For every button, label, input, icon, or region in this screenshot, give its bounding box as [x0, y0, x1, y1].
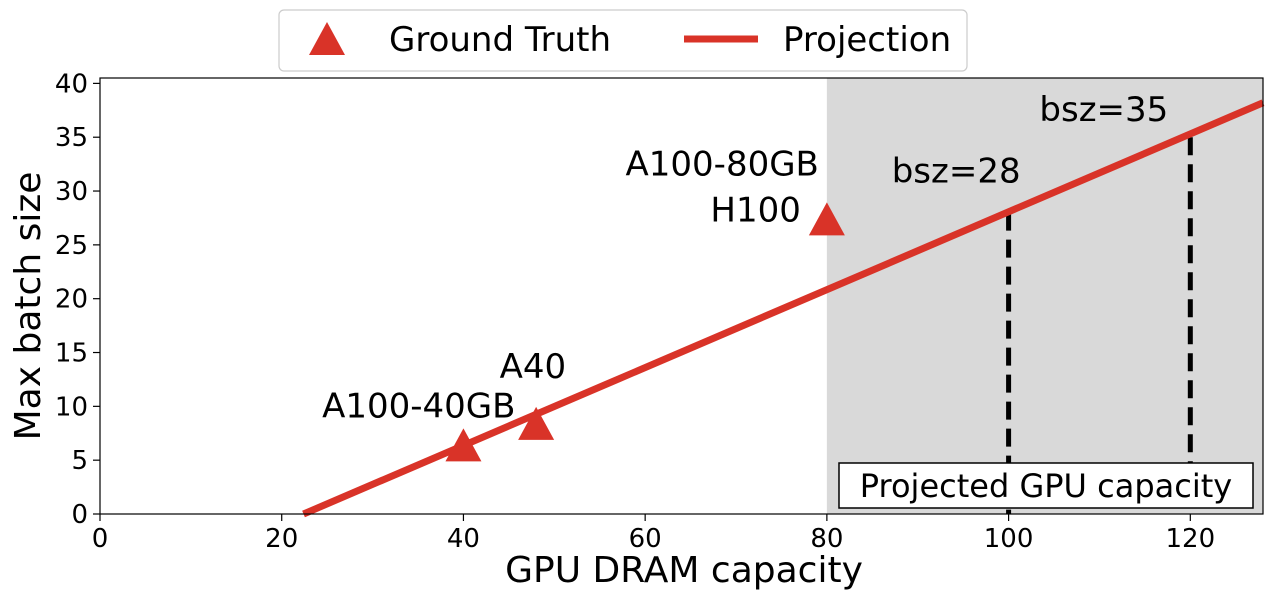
- legend-label-projection: Projection: [783, 20, 951, 60]
- projected-capacity-label: Projected GPU capacity: [860, 467, 1232, 505]
- point-label: A100-40GB: [322, 386, 515, 426]
- legend-label-ground-truth: Ground Truth: [389, 20, 611, 60]
- y-tick-label: 0: [71, 500, 88, 530]
- point-label: A100-80GB: [626, 144, 819, 184]
- ground-truth-marker: [518, 406, 555, 440]
- ground-truth-marker: [808, 202, 845, 236]
- plot-frame: [99, 77, 1264, 515]
- x-tick-label: 40: [447, 524, 480, 554]
- x-tick-label: 60: [629, 524, 662, 554]
- x-axis-ticks: 0 20 40 60 80 100 120: [92, 514, 1215, 554]
- x-tick-label: 80: [810, 524, 843, 554]
- y-tick-label: 35: [55, 123, 88, 153]
- y-tick-label: 25: [55, 231, 88, 261]
- projected-capacity-annotation: Projected GPU capacity: [838, 462, 1254, 509]
- y-tick-label: 15: [55, 339, 88, 369]
- ground-truth-markers: [445, 202, 845, 462]
- x-tick-label: 20: [265, 524, 298, 554]
- x-axis-label: GPU DRAM capacity: [505, 550, 863, 591]
- projected-region-shade: [826, 78, 1263, 514]
- x-tick-label: 100: [984, 524, 1034, 554]
- y-axis-ticks: 0 5 10 15 20 25 30 35 40: [55, 69, 100, 530]
- y-tick-label: 5: [71, 446, 88, 476]
- y-axis-label: Max batch size: [8, 172, 49, 441]
- y-tick-label: 10: [55, 392, 88, 422]
- ground-truth-marker: [445, 428, 482, 462]
- point-label: A40: [500, 347, 567, 387]
- y-tick-label: 30: [55, 177, 88, 207]
- y-tick-label: 20: [55, 285, 88, 315]
- threshold-lines: bsz=28 bsz=35: [892, 90, 1193, 514]
- y-tick-label: 40: [55, 69, 88, 99]
- threshold-label-120: bsz=35: [1039, 90, 1168, 130]
- legend-triangle-icon: [309, 22, 345, 55]
- point-label: H100: [710, 190, 800, 230]
- legend: Ground Truth Projection: [278, 9, 968, 72]
- threshold-label-100: bsz=28: [892, 152, 1021, 192]
- x-tick-label: 120: [1165, 524, 1215, 554]
- x-tick-label: 0: [92, 524, 109, 554]
